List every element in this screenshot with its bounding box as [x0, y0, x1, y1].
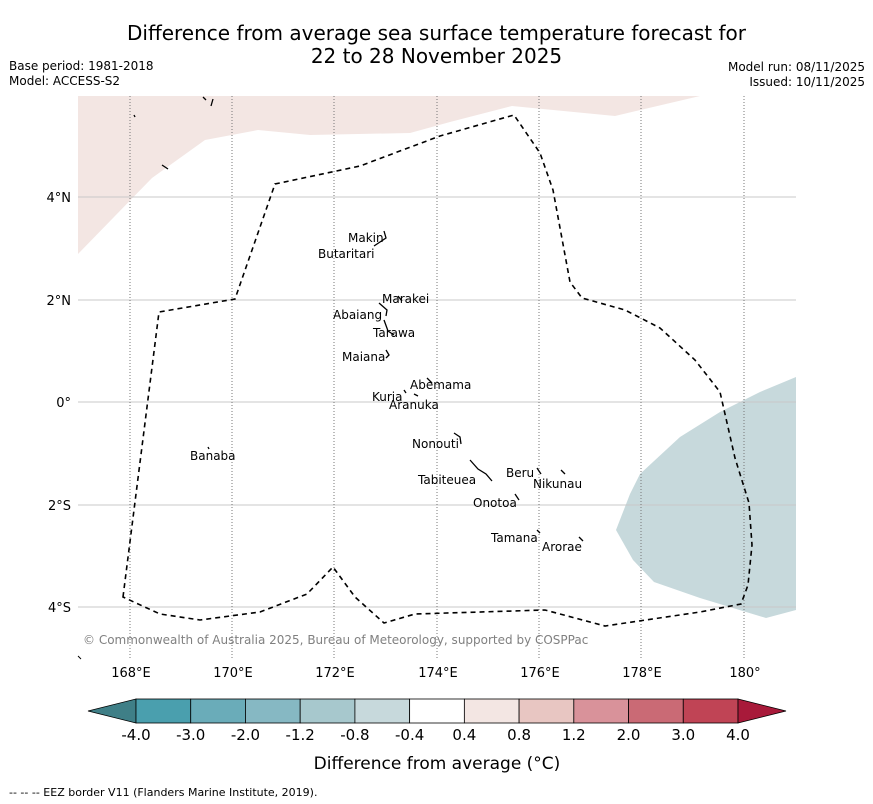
chart-title: Difference from average sea surface temp…	[0, 22, 873, 68]
colorbar-tick-labels: -4.0 -3.0 -2.0 -1.2 -0.8 -0.4 0.4 0.8 1.2 2.0 3.0 4…	[121, 726, 750, 744]
lat-label-0: 0°	[56, 396, 71, 411]
cool-anomaly-region	[616, 377, 796, 618]
label-abemama: Abemama	[410, 378, 471, 392]
longitude-gridlines	[129, 96, 745, 658]
lon-label-168e: 168°E	[111, 666, 151, 681]
lon-label-170e: 170°E	[213, 666, 253, 681]
colorbar-swatch	[299, 698, 356, 724]
colorbar-swatch	[354, 698, 411, 724]
colorbar-tick-label: 4.0	[726, 726, 750, 744]
eez-footnote: -- -- -- EEZ border V11 (Flanders Marine…	[9, 786, 318, 799]
title-line-1: Difference from average sea surface temp…	[126, 21, 746, 45]
label-butaritari: Butaritari	[318, 247, 375, 261]
map-area: Makin Butaritari Marakei Abaiang Tarawa …	[78, 96, 796, 658]
label-maiana: Maiana	[342, 350, 385, 364]
label-arorae: Arorae	[542, 540, 582, 554]
copyright-note: © Commonwealth of Australia 2025, Bureau…	[83, 633, 588, 647]
model-name: Model: ACCESS-S2	[9, 74, 121, 88]
colorbar-swatch	[409, 698, 465, 724]
colorbar-swatch	[463, 698, 520, 724]
island-labels: Makin Butaritari Marakei Abaiang Tarawa …	[190, 231, 582, 554]
label-nonouti: Nonouti	[412, 437, 459, 451]
label-tarawa: Tarawa	[372, 326, 415, 340]
colorbar-tick-label: -3.0	[176, 726, 205, 744]
lon-label-172e: 172°E	[315, 666, 355, 681]
label-marakei: Marakei	[382, 292, 429, 306]
map-corner-mark	[77, 655, 82, 660]
label-kuria: Kuria	[372, 390, 403, 404]
base-period: Base period: 1981-2018	[9, 59, 154, 73]
colorbar-swatch	[245, 698, 301, 724]
model-run: Model run: 08/11/2025	[727, 60, 865, 74]
lon-label-180: 180°	[729, 666, 760, 681]
colorbar-tick-label: 1.2	[562, 726, 586, 744]
colorbar-tick-label: -4.0	[121, 726, 150, 744]
colorbar-tick-label: -1.2	[286, 726, 315, 744]
colorbar-tick-label: -0.8	[340, 726, 369, 744]
label-beru: Beru	[506, 466, 534, 480]
label-tamana: Tamana	[490, 531, 538, 545]
colorbar-swatch	[518, 698, 575, 724]
colorbar-tick-label: 2.0	[617, 726, 641, 744]
title-line-2: 22 to 28 November 2025	[310, 44, 563, 68]
colorbar-label: Difference from average (°C)	[314, 754, 561, 774]
longitude-labels: 168°E 170°E 172°E 174°E 176°E 178°E 180°	[111, 666, 760, 681]
colorbar-swatch	[573, 698, 629, 724]
colorbar-swatch	[190, 698, 246, 724]
lat-label-4s: 4°S	[48, 601, 71, 616]
lon-label-176e: 176°E	[520, 666, 560, 681]
colorbar-over-arrow	[737, 698, 787, 724]
colorbar-swatches	[135, 698, 739, 724]
label-abaiang: Abaiang	[333, 308, 382, 322]
lon-label-174e: 174°E	[418, 666, 458, 681]
colorbar-swatch	[682, 698, 739, 724]
colorbar-tick-label: 3.0	[671, 726, 695, 744]
colorbar-under-arrow	[87, 698, 137, 724]
label-onotoa: Onotoa	[473, 496, 517, 510]
colorbar: -4.0 -3.0 -2.0 -1.2 -0.8 -0.4 0.4 0.8 1.2 2.0 3.0 4…	[87, 698, 787, 774]
lon-label-178e: 178°E	[622, 666, 662, 681]
info-right: Model run: 08/11/2025 Issued: 10/11/2025	[728, 60, 865, 90]
colorbar-swatch	[135, 698, 192, 724]
colorbar-tick-label: 0.8	[507, 726, 531, 744]
eez-border	[122, 114, 753, 627]
lat-label-2s: 2°S	[48, 499, 71, 514]
colorbar-tick-label: 0.4	[452, 726, 476, 744]
label-tabiteuea: Tabiteuea	[417, 473, 476, 487]
issued-date: Issued: 10/11/2025	[749, 75, 865, 89]
colorbar-swatch	[628, 698, 684, 724]
warm-anomaly-region	[78, 96, 700, 254]
label-banaba: Banaba	[190, 449, 236, 463]
lat-label-2n: 2°N	[47, 294, 72, 309]
info-left: Base period: 1981-2018 Model: ACCESS-S2	[9, 59, 154, 89]
colorbar-tick-label: -0.4	[395, 726, 424, 744]
label-nikunau: Nikunau	[533, 477, 582, 491]
island-shapes	[133, 96, 584, 542]
label-makin: Makin	[348, 231, 384, 245]
latitude-labels: 4°N 2°N 0° 2°S 4°S	[47, 191, 72, 616]
colorbar-tick-label: -2.0	[231, 726, 260, 744]
label-aranuka: Aranuka	[389, 398, 439, 412]
lat-label-4n: 4°N	[47, 191, 72, 206]
